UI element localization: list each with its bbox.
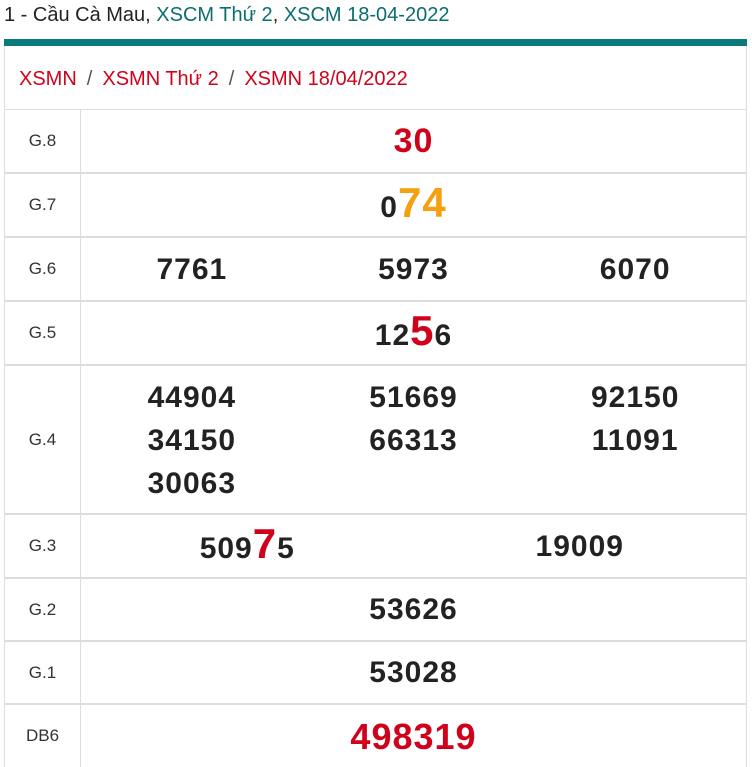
prize-numbers: 7761 5973 6070 xyxy=(81,238,746,300)
prize-number: 30063 xyxy=(148,462,236,505)
prize-numbers: 50975 19009 xyxy=(81,515,746,577)
number-column: 5973 xyxy=(303,248,525,291)
prize-label: G.4 xyxy=(5,366,81,513)
prize-row-g5: G.5 1256 xyxy=(5,302,746,366)
results-table: XSMN / XSMN Thứ 2 / XSMN 18/04/2022 G.8 30 G.7… xyxy=(4,46,747,767)
number-digits: 34150 xyxy=(147,424,237,457)
prize-number: 1256 xyxy=(375,309,452,357)
number-digits: 5973 xyxy=(378,252,449,286)
accent-bar xyxy=(4,39,747,46)
page-title: 1 - Cầu Cà Mau, XSCM Thứ 2, XSCM 18-04-2… xyxy=(4,4,449,27)
prize-number: 30 xyxy=(394,120,434,163)
prize-number: 51669 xyxy=(369,376,457,419)
number-digits: 30063 xyxy=(147,467,237,500)
title-comma: , xyxy=(272,4,284,26)
breadcrumb-xsmn[interactable]: XSMN xyxy=(19,68,77,90)
prize-number: 50975 xyxy=(200,522,295,570)
number-column: 19009 xyxy=(414,525,747,568)
prize-number: 6070 xyxy=(600,248,671,291)
number-digits: 53626 xyxy=(369,593,458,626)
prize-label: G.8 xyxy=(5,110,81,172)
number-digits: 44904 xyxy=(147,381,237,414)
number-digits: 6 xyxy=(434,319,453,352)
title-prefix: 1 - Cầu Cà Mau, xyxy=(4,4,157,26)
prize-number: 5973 xyxy=(378,248,449,291)
breadcrumb-separator: / xyxy=(228,68,235,90)
number-digits: 19009 xyxy=(535,529,624,563)
number-column: 51669 66313 xyxy=(303,376,525,462)
number-digits: 66313 xyxy=(369,424,458,457)
number-digits: 0 xyxy=(380,191,398,224)
number-digits: 53028 xyxy=(369,656,458,689)
number-digits: 51669 xyxy=(369,381,458,414)
number-digits: 7761 xyxy=(156,252,228,286)
prize-number: 44904 xyxy=(148,376,236,419)
xscm-date-link[interactable]: XSCM 18-04-2022 xyxy=(283,4,450,26)
xscm-weekday-link[interactable]: XSCM Thứ 2 xyxy=(156,4,273,26)
prize-numbers: 074 xyxy=(81,174,746,236)
prize-number: 34150 xyxy=(148,419,236,462)
highlighted-digits: 5 xyxy=(410,307,435,354)
prize-numbers: 30 xyxy=(81,110,746,172)
prize-label: G.6 xyxy=(5,238,81,300)
number-digits: 11091 xyxy=(591,424,679,457)
prize-label: G.5 xyxy=(5,302,81,364)
number-digits: 92150 xyxy=(590,381,680,414)
prize-row-g3: G.3 50975 19009 xyxy=(5,515,746,579)
number-column: 1256 xyxy=(81,309,746,357)
prize-label: G.1 xyxy=(5,642,81,703)
number-column: 6070 xyxy=(524,248,746,291)
number-column: 50975 xyxy=(81,522,414,570)
prize-row-g2: G.2 53626 xyxy=(5,579,746,642)
prize-numbers: 44904 34150 30063 51669 66313 92150 11091 xyxy=(81,366,746,513)
prize-number: 53028 xyxy=(369,651,457,694)
prize-number: 19009 xyxy=(536,525,624,568)
prize-row-g8: G.8 30 xyxy=(5,110,746,174)
prize-number: 66313 xyxy=(369,419,457,462)
prize-label: G.3 xyxy=(5,515,81,577)
highlighted-digits: 74 xyxy=(397,179,447,226)
number-column: 7761 xyxy=(81,248,303,291)
prize-number: 11091 xyxy=(592,419,679,462)
number-column: 53028 xyxy=(81,651,746,694)
number-column: 53626 xyxy=(81,588,746,631)
prize-number: 498319 xyxy=(350,715,476,758)
prize-label: DB6 xyxy=(5,705,81,767)
prize-numbers: 1256 xyxy=(81,302,746,364)
number-column: 30 xyxy=(81,120,746,163)
prize-number: 074 xyxy=(380,181,446,229)
number-column: 498319 xyxy=(81,715,746,758)
number-column: 92150 11091 xyxy=(524,376,746,462)
prize-label: G.7 xyxy=(5,174,81,236)
prize-row-g6: G.6 7761 5973 6070 xyxy=(5,238,746,302)
number-column: 44904 34150 30063 xyxy=(81,376,303,505)
prize-row-g4: G.4 44904 34150 30063 51669 66313 92150 11091 xyxy=(5,366,746,515)
prize-numbers: 53028 xyxy=(81,642,746,703)
highlighted-digits: 7 xyxy=(252,520,278,567)
number-digits: 6070 xyxy=(599,252,671,286)
prize-number: 53626 xyxy=(369,588,457,631)
breadcrumb: XSMN / XSMN Thứ 2 / XSMN 18/04/2022 xyxy=(5,46,746,110)
prize-numbers: 498319 xyxy=(81,705,746,767)
number-digits: 12 xyxy=(374,319,411,352)
prize-label: G.2 xyxy=(5,579,81,640)
prize-row-g7: G.7 074 xyxy=(5,174,746,238)
number-digits: 498319 xyxy=(350,715,477,757)
number-digits: 5 xyxy=(277,532,295,565)
prize-number: 92150 xyxy=(591,376,679,419)
prize-numbers: 53626 xyxy=(81,579,746,640)
prize-row-db6: DB6 498319 xyxy=(5,705,746,767)
number-digits: 30 xyxy=(393,121,434,160)
number-column: 074 xyxy=(81,181,746,229)
breadcrumb-xsmn-date[interactable]: XSMN 18/04/2022 xyxy=(244,68,408,90)
prize-row-g1: G.1 53028 xyxy=(5,642,746,705)
breadcrumb-separator: / xyxy=(86,68,93,90)
prize-number: 7761 xyxy=(156,248,227,291)
breadcrumb-xsmn-weekday[interactable]: XSMN Thứ 2 xyxy=(102,68,219,90)
number-digits: 509 xyxy=(199,532,253,565)
